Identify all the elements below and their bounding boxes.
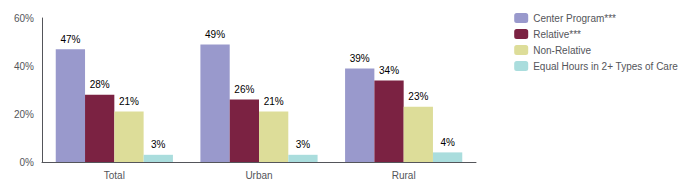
svg-text:Urban: Urban <box>245 170 272 181</box>
svg-text:20%: 20% <box>14 109 34 120</box>
svg-text:Center Program***: Center Program*** <box>533 13 616 24</box>
svg-text:Rural: Rural <box>392 170 416 181</box>
svg-text:4%: 4% <box>440 137 455 148</box>
svg-text:Relative***: Relative*** <box>533 29 581 40</box>
svg-text:3%: 3% <box>296 139 311 150</box>
svg-text:0%: 0% <box>20 157 35 168</box>
svg-text:23%: 23% <box>408 91 428 102</box>
svg-text:47%: 47% <box>60 34 80 45</box>
svg-text:Equal Hours in 2+ Types of Car: Equal Hours in 2+ Types of Care <box>533 61 678 72</box>
svg-text:Non-Relative: Non-Relative <box>533 45 591 56</box>
svg-text:Total: Total <box>104 170 125 181</box>
svg-text:60%: 60% <box>14 13 34 24</box>
svg-text:39%: 39% <box>350 53 370 64</box>
svg-text:21%: 21% <box>119 96 139 107</box>
svg-text:26%: 26% <box>234 84 254 95</box>
svg-text:3%: 3% <box>151 139 166 150</box>
svg-text:34%: 34% <box>379 65 399 76</box>
svg-text:21%: 21% <box>264 96 284 107</box>
svg-text:49%: 49% <box>205 29 225 40</box>
svg-text:40%: 40% <box>14 61 34 72</box>
svg-text:28%: 28% <box>90 79 110 90</box>
